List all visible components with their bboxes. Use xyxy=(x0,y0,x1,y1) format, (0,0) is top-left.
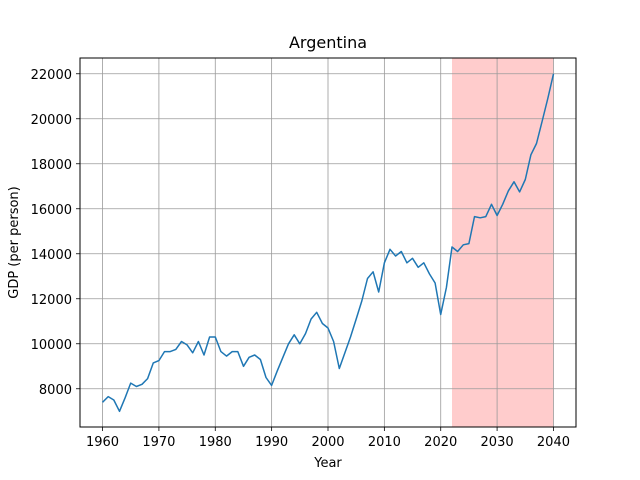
x-tick-label: 1990 xyxy=(255,435,288,450)
x-tick-label: 2020 xyxy=(424,435,457,450)
x-tick-label: 2010 xyxy=(368,435,401,450)
x-tick-label: 2000 xyxy=(311,435,344,450)
y-tick-label: 14000 xyxy=(31,248,72,263)
y-tick-label: 16000 xyxy=(31,203,72,218)
y-tick-label: 12000 xyxy=(31,293,72,308)
y-axis-label: GDP (per person) xyxy=(7,186,22,299)
x-tick-label: 2040 xyxy=(537,435,570,450)
x-tick-label: 2030 xyxy=(481,435,514,450)
x-tick-label: 1970 xyxy=(142,435,175,450)
x-tick-label: 1960 xyxy=(86,435,119,450)
y-tick-label: 8000 xyxy=(39,383,72,398)
chart-title: Argentina xyxy=(289,33,367,52)
y-tick-label: 10000 xyxy=(31,338,72,353)
x-axis-label: Year xyxy=(313,456,342,471)
y-tick-label: 20000 xyxy=(31,113,72,128)
y-tick-label: 18000 xyxy=(31,158,72,173)
x-axis-ticks: 1960 1970 1980 1990 2000 2010 2020 2030 2040 xyxy=(86,427,570,450)
y-tick-label: 22000 xyxy=(31,68,72,83)
x-tick-label: 1980 xyxy=(199,435,232,450)
grid-lines xyxy=(80,58,576,427)
forecast-region xyxy=(452,58,554,427)
series-line-gdp xyxy=(101,73,555,413)
y-axis-ticks: 8000 10000 12000 14000 16000 18000 20000 22000 xyxy=(31,68,80,398)
